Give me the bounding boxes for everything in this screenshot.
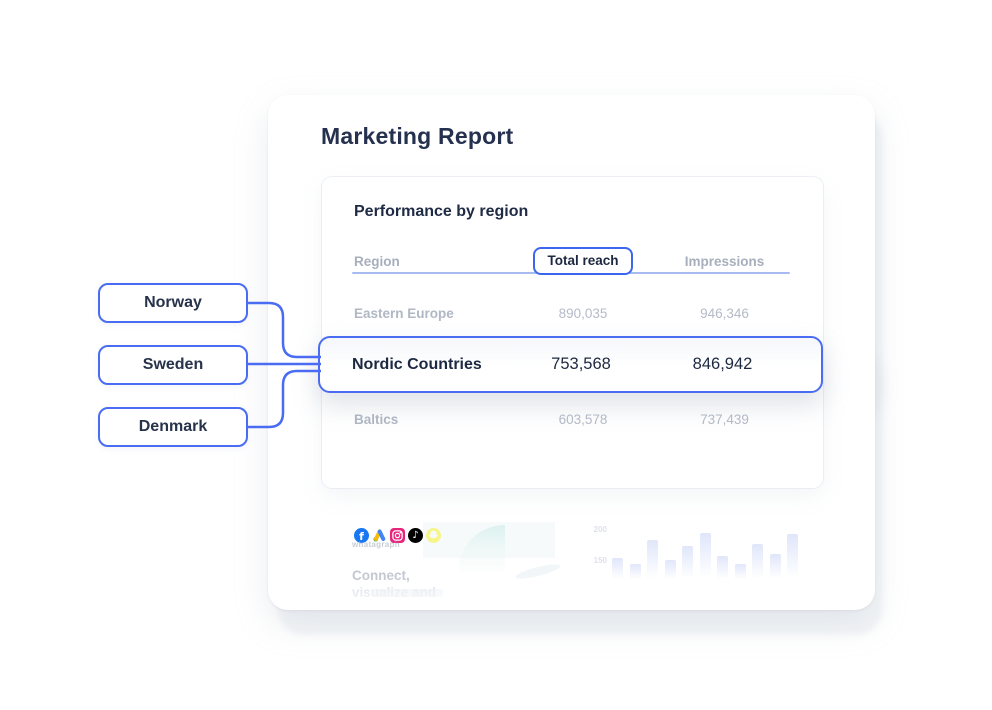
row-impressions: 946,346	[700, 305, 749, 321]
row-total-reach: 603,578	[558, 411, 608, 427]
callout-label: Denmark	[138, 418, 208, 435]
instagram-icon[interactable]	[390, 528, 405, 543]
bar	[787, 534, 798, 580]
row-impressions: 737,439	[700, 411, 749, 427]
total-reach-pill[interactable]: Total reach	[533, 247, 633, 275]
callout-label: Sweden	[142, 356, 204, 373]
callout-sweden[interactable]: Sweden	[98, 345, 248, 385]
column-impressions: Impressions	[684, 253, 765, 269]
ytick-200: 200	[593, 525, 607, 534]
page-title: Marketing Report	[321, 123, 514, 149]
table-header: Region Total reach Impressions	[322, 244, 823, 278]
ytick-150: 150	[593, 556, 607, 565]
bar	[647, 540, 658, 580]
brand-logo-text: whatagraph	[352, 540, 400, 549]
row-region: Baltics	[354, 411, 399, 427]
column-region: Region	[354, 253, 400, 269]
report-card: Marketing Report Performance by region R…	[268, 95, 875, 610]
callout-denmark[interactable]: Denmark	[98, 407, 248, 447]
bar	[682, 546, 693, 580]
callout-norway[interactable]: Norway	[98, 283, 248, 323]
bar	[612, 558, 623, 580]
row-total-reach: 753,568	[551, 355, 611, 373]
bottom-fade-overlay	[270, 588, 873, 610]
google-ads-icon[interactable]	[372, 528, 387, 543]
highlighted-row-nordic-countries[interactable]: Nordic Countries 753,568 846,942	[318, 336, 823, 393]
faded-bar-chart: 200 150	[584, 517, 814, 581]
panel-title: Performance by region	[354, 203, 529, 220]
table-row[interactable]: Baltics 603,578 737,439	[322, 403, 823, 435]
bar	[717, 556, 728, 580]
table-row[interactable]: Eastern Europe 890,035 946,346	[322, 297, 823, 329]
callout-label: Norway	[144, 294, 202, 311]
row-impressions: 846,942	[692, 355, 753, 373]
facebook-icon[interactable]: f	[354, 528, 369, 543]
bar	[752, 544, 763, 580]
bar	[734, 564, 746, 580]
column-total-reach-cell: Total reach	[504, 247, 662, 275]
faded-promo-footer: whatagraph Connect, visualize and 200 15…	[268, 515, 875, 710]
tiktok-icon[interactable]: ♪	[408, 528, 423, 543]
row-total-reach: 890,035	[558, 305, 608, 321]
bar-series	[612, 533, 798, 580]
bar	[769, 554, 781, 580]
promo-headline-line1: Connect,	[352, 568, 410, 583]
swoosh-shape	[514, 561, 562, 582]
performance-panel: Performance by region Region Total reach…	[322, 177, 823, 543]
bar	[699, 533, 711, 580]
scene: Marketing Report Performance by region R…	[98, 95, 892, 635]
bar	[629, 564, 641, 580]
gauge-quarter-arc-icon	[458, 525, 505, 572]
row-region: Nordic Countries	[352, 355, 482, 373]
bar	[664, 560, 676, 580]
row-region: Eastern Europe	[354, 305, 454, 321]
